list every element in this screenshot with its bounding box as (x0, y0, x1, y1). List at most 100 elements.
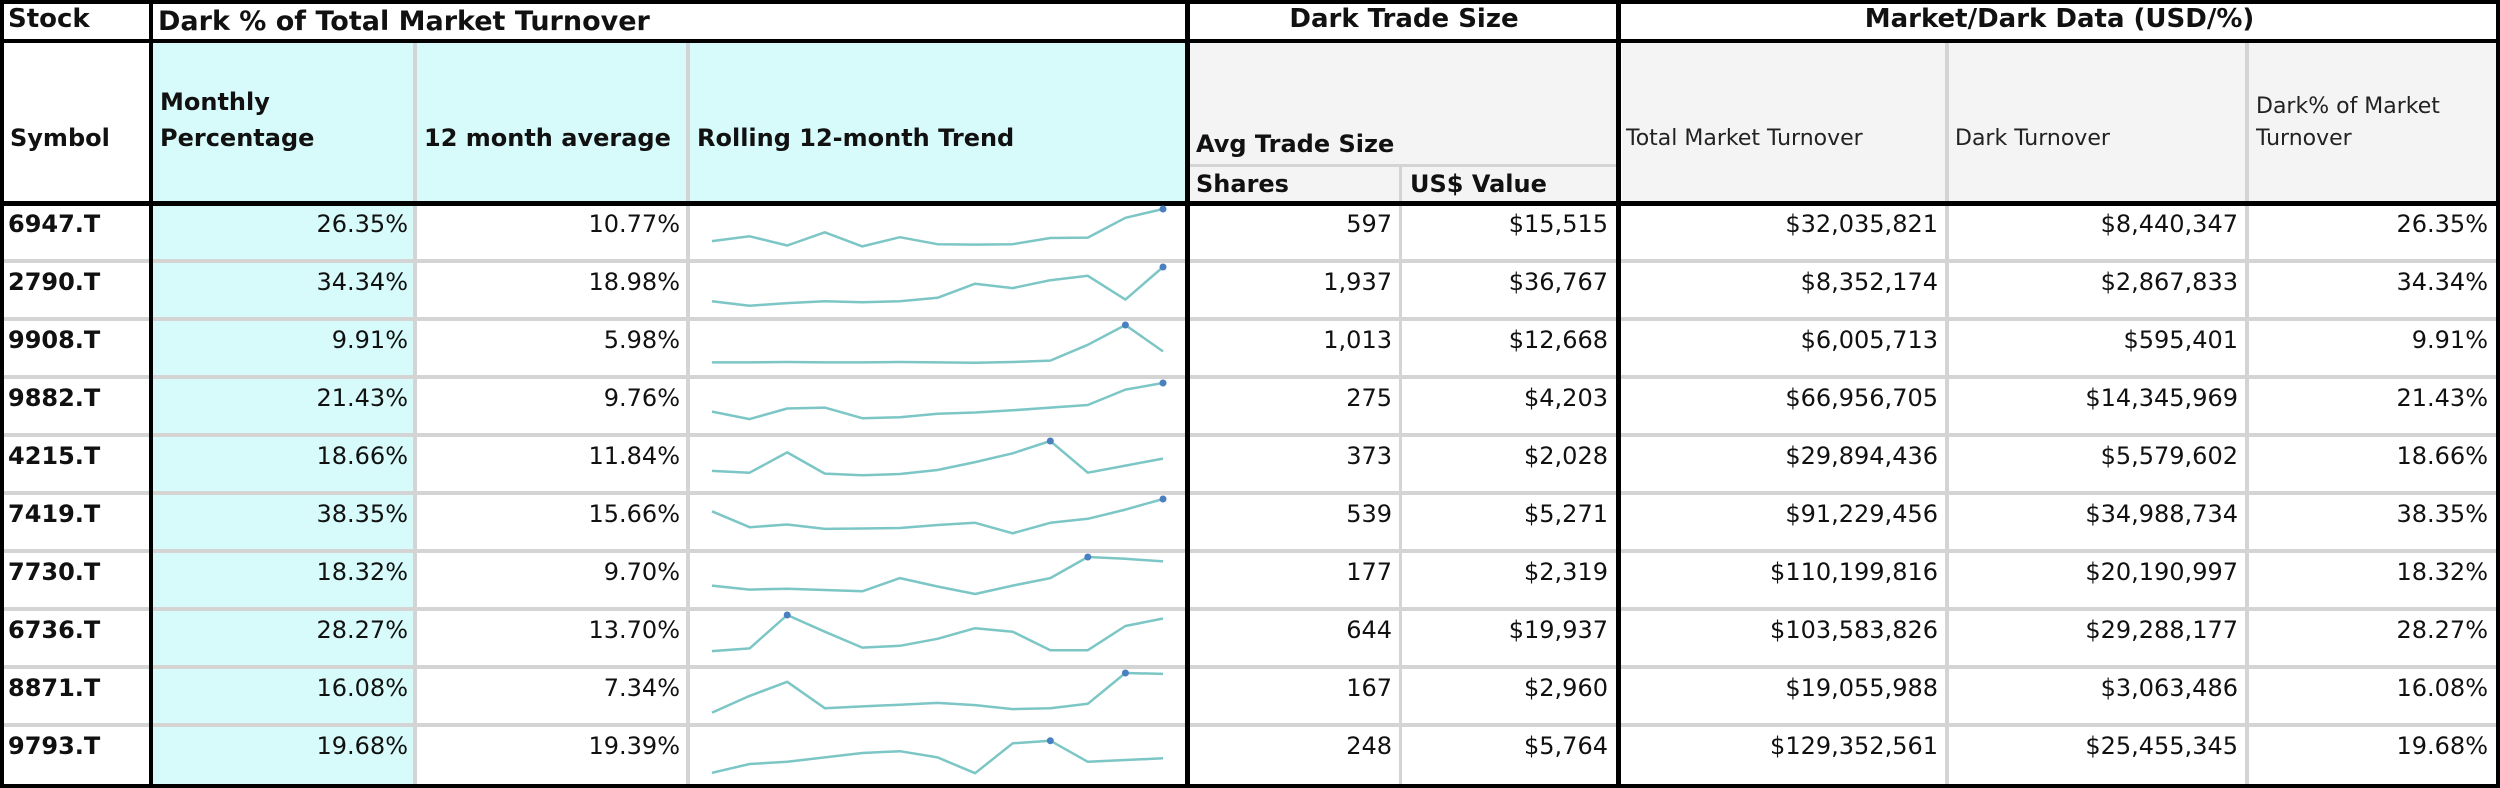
border (0, 0, 2500, 4)
avg-12m-cell: 10.77% (588, 210, 680, 238)
monthly-pct-cell: 28.27% (316, 616, 408, 644)
shares-cell: 248 (1346, 732, 1392, 760)
monthly-pct-cell: 21.43% (316, 384, 408, 412)
dark-trade-size-group-header: Dark Trade Size (1289, 4, 1519, 34)
usd-value-cell: $36,767 (1508, 268, 1608, 296)
symbol-header: Symbol (10, 124, 110, 152)
total-turnover-cell: $129,352,561 (1770, 732, 1938, 760)
grid-line (413, 42, 417, 785)
trend-high-marker (1046, 737, 1054, 745)
total-turnover-cell: $19,055,988 (1785, 674, 1938, 702)
dark-turnover-cell: $14,345,969 (2085, 384, 2238, 412)
market-dark-group-header: Market/Dark Data (USD/%) (1864, 4, 2255, 34)
usd-value-cell: $2,960 (1524, 674, 1608, 702)
border (0, 0, 4, 788)
avg-12m-cell: 9.70% (603, 558, 680, 586)
symbol-cell: 4215.T (8, 442, 101, 470)
border (0, 784, 2500, 788)
dark-turnover-cell: $20,190,997 (2085, 558, 2238, 586)
grid-line (0, 259, 2500, 263)
total-turnover-cell: $32,035,821 (1785, 210, 1938, 238)
dark-turnover-cell: $5,579,602 (2100, 442, 2238, 470)
trend-high-marker (1121, 669, 1129, 677)
dark-pct-market-cell: 19.68% (2396, 732, 2488, 760)
trend-line-9882.T (711, 381, 1164, 421)
dark-turnover-cell: $595,401 (2123, 326, 2238, 354)
avg-12m-header: 12 month average (424, 124, 671, 152)
avg-12m-cell: 15.66% (588, 500, 680, 528)
shares-cell: 597 (1346, 210, 1392, 238)
total-turnover-cell: $8,352,174 (1800, 268, 1938, 296)
grid-line (0, 607, 2500, 611)
symbol-cell: 6947.T (8, 210, 101, 238)
dark-pct-market-cell: 26.35% (2396, 210, 2488, 238)
grid-line (0, 433, 2500, 437)
border (1185, 0, 1190, 788)
border (2496, 0, 2500, 788)
monthly-pct-cell: 38.35% (316, 500, 408, 528)
rolling-trend-header: Rolling 12-month Trend (697, 124, 1015, 152)
dark-pct-market-header-line2: Turnover (2256, 126, 2352, 151)
avg-12m-cell: 11.84% (588, 442, 680, 470)
dark-turnover-header: Dark Turnover (1955, 126, 2110, 151)
trend-line-8871.T (711, 671, 1164, 714)
usd-value-cell: $15,515 (1508, 210, 1608, 238)
grid-line (1190, 164, 1618, 167)
usd-value-cell: $2,319 (1524, 558, 1608, 586)
monthly-pct-cell: 16.08% (316, 674, 408, 702)
avg-12m-cell: 19.39% (588, 732, 680, 760)
avg-12m-cell: 7.34% (603, 674, 680, 702)
avg-12m-cell: 18.98% (588, 268, 680, 296)
grid-line (0, 491, 2500, 495)
dark-pct-market-cell: 18.32% (2396, 558, 2488, 586)
dark-turnover-cell: $34,988,734 (2085, 500, 2238, 528)
border (0, 39, 2500, 43)
dark-pct-header-band (152, 42, 1185, 202)
symbol-cell: 9882.T (8, 384, 101, 412)
stock-header: Stock (8, 4, 90, 34)
total-turnover-cell: $103,583,826 (1770, 616, 1938, 644)
trend-high-marker (1159, 379, 1167, 387)
trend-line-7730.T (711, 555, 1164, 596)
shares-cell: 539 (1346, 500, 1392, 528)
trend-high-marker (1121, 321, 1129, 329)
shares-cell: 373 (1346, 442, 1392, 470)
dark-pct-market-cell: 28.27% (2396, 616, 2488, 644)
dark-turnover-cell: $25,455,345 (2085, 732, 2238, 760)
symbol-cell: 6736.T (8, 616, 101, 644)
grid-line (0, 317, 2500, 321)
dark-pct-market-header-line1: Dark% of Market (2256, 94, 2440, 119)
grid-line (686, 42, 690, 785)
grid-line (1399, 165, 1402, 785)
total-turnover-header: Total Market Turnover (1626, 126, 1863, 151)
usd-value-cell: $4,203 (1524, 384, 1608, 412)
grid-line (2245, 42, 2249, 785)
monthly-pct-cell: 26.35% (316, 210, 408, 238)
grid-line (0, 723, 2500, 727)
usd-value-header: US$ Value (1410, 170, 1547, 198)
trend-line-6736.T (711, 613, 1164, 653)
trend-high-marker (1046, 437, 1054, 445)
monthly-pct-cell: 34.34% (316, 268, 408, 296)
monthly-pct-cell: 9.91% (331, 326, 408, 354)
monthly-pct-header-line1: Monthly (160, 88, 270, 116)
avg-12m-cell: 5.98% (603, 326, 680, 354)
symbol-cell: 8871.T (8, 674, 101, 702)
shares-cell: 177 (1346, 558, 1392, 586)
monthly-pct-cell: 19.68% (316, 732, 408, 760)
border (0, 201, 2500, 206)
symbol-cell: 9908.T (8, 326, 101, 354)
border (1616, 0, 1621, 788)
shares-cell: 1,937 (1323, 268, 1392, 296)
dark-pct-market-cell: 38.35% (2396, 500, 2488, 528)
trend-high-marker (1159, 495, 1167, 503)
avg-trade-size-header: Avg Trade Size (1196, 130, 1395, 158)
usd-value-cell: $12,668 (1508, 326, 1608, 354)
avg-12m-cell: 9.76% (603, 384, 680, 412)
usd-value-cell: $2,028 (1524, 442, 1608, 470)
trend-high-marker (1159, 205, 1167, 213)
grid-line (0, 375, 2500, 379)
usd-value-cell: $19,937 (1508, 616, 1608, 644)
